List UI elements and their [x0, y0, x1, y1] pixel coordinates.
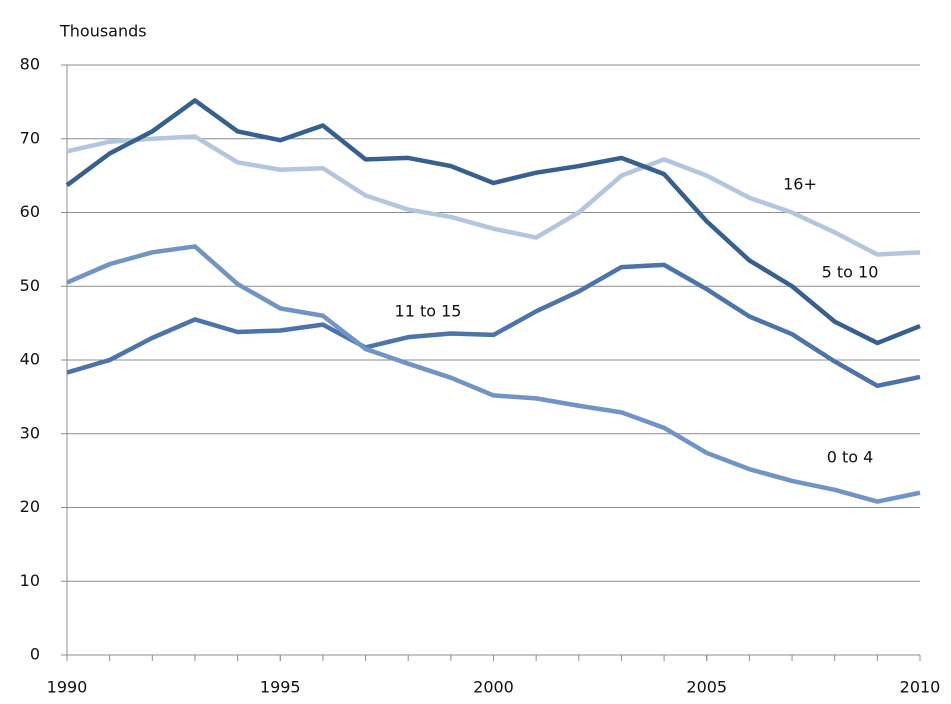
y-axis-label: Thousands — [59, 22, 147, 41]
series-line — [66, 244, 921, 504]
y-tick-label: 50 — [20, 276, 40, 295]
y-tick-label: 20 — [20, 497, 40, 516]
x-tick-label: 1995 — [260, 678, 301, 697]
x-tick-label: 2005 — [686, 678, 727, 697]
y-tick-label: 30 — [20, 423, 40, 442]
x-tick-label: 2000 — [473, 678, 514, 697]
y-tick-label: 80 — [20, 55, 40, 74]
series-label: 5 to 10 — [822, 263, 879, 282]
series-line — [66, 262, 921, 389]
series-label: 11 to 15 — [395, 302, 462, 321]
x-tick-label: 2010 — [900, 678, 941, 697]
y-tick-label: 70 — [20, 128, 40, 147]
y-tick-label: 40 — [20, 350, 40, 369]
series-label: 0 to 4 — [827, 448, 874, 467]
series-line — [66, 134, 921, 257]
y-tick-label: 0 — [30, 645, 40, 664]
series-label: 16+ — [783, 175, 817, 194]
y-tick-label: 10 — [20, 571, 40, 590]
y-tick-label: 60 — [20, 202, 40, 221]
series-line — [65, 98, 921, 346]
x-tick-label: 1990 — [47, 678, 88, 697]
